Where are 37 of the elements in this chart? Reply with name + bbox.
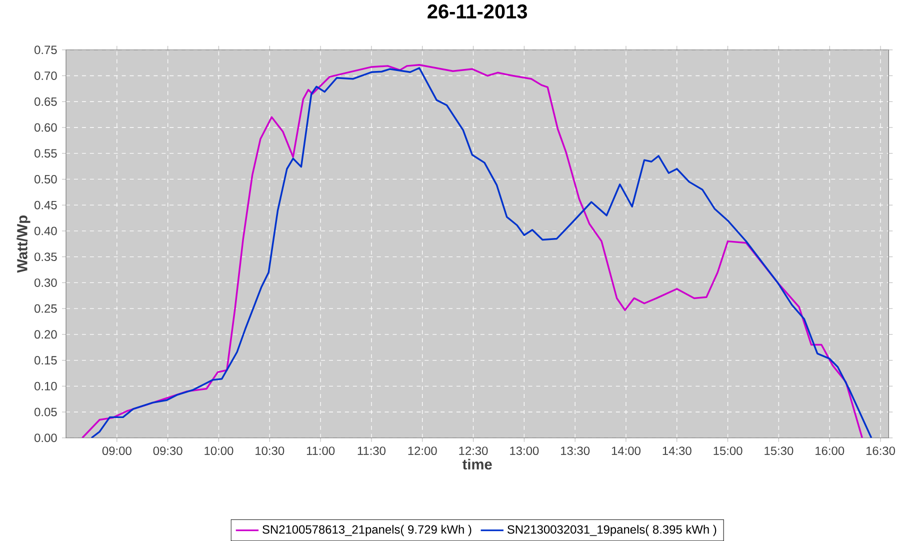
- x-tick-label: 11:30: [358, 446, 386, 455]
- x-tick-label: 13:30: [561, 446, 590, 455]
- legend-label: SN2100578613_21panels( 9.729 kWh ): [262, 524, 472, 536]
- x-tick-label: 12:30: [459, 446, 488, 455]
- y-tick-label: 0.70: [34, 71, 57, 80]
- y-tick-label: 0.35: [34, 252, 57, 261]
- y-tick-label: 0.15: [34, 356, 57, 364]
- x-tick-label: 13:00: [510, 446, 539, 455]
- x-tick-label: 14:30: [662, 446, 692, 455]
- y-tick-label: 0.75: [34, 46, 57, 54]
- x-tick-label: 10:00: [204, 446, 234, 455]
- y-tick-label: 0.05: [34, 408, 57, 416]
- y-tick-label: 0.20: [34, 330, 57, 339]
- y-tick-label: 0.40: [34, 226, 57, 236]
- y-tick-label: 0.60: [34, 123, 57, 132]
- y-tick-label: 0.30: [34, 278, 57, 287]
- y-tick-label: 0.10: [34, 382, 57, 390]
- y-tick-label: 0.00: [34, 434, 57, 442]
- chart-title: 26-11-2013: [428, 4, 528, 18]
- x-tick-label: 16:30: [866, 446, 896, 455]
- x-tick-label: 12:00: [408, 446, 437, 455]
- y-tick-label: 0.50: [34, 174, 57, 184]
- y-tick-label: 0.45: [34, 200, 57, 210]
- x-tick-label: 10:30: [256, 446, 284, 455]
- x-tick-label: 14:00: [612, 446, 640, 455]
- legend-label: SN2130032031_19panels( 8.395 kWh ): [507, 524, 716, 536]
- x-tick-label: 11:00: [306, 446, 335, 455]
- y-tick-label: 0.25: [34, 304, 57, 313]
- y-tick-label: 0.65: [34, 97, 57, 106]
- x-tick-label: 09:30: [153, 446, 182, 455]
- x-tick-label: 16:00: [816, 446, 844, 455]
- y-axis-title: Watt/Wp: [16, 215, 30, 273]
- y-tick-label: 0.55: [34, 149, 57, 158]
- x-tick-label: 15:00: [714, 446, 742, 455]
- x-axis-title: time: [462, 458, 492, 470]
- x-tick-label: 09:00: [102, 446, 132, 455]
- x-tick-label: 15:30: [764, 446, 794, 455]
